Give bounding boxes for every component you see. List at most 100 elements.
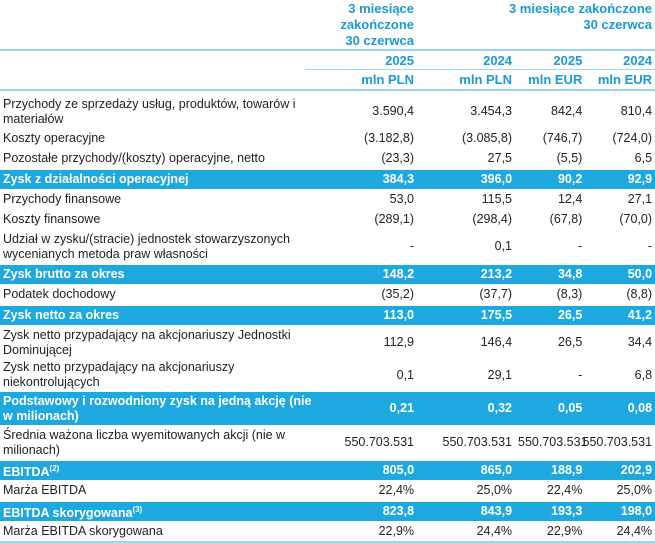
value-cell: -: [647, 239, 653, 253]
value-cell: 113,0: [319, 304, 418, 326]
value-cell: 24,4%: [616, 524, 653, 539]
value-cell: 0,1: [417, 229, 516, 265]
period-header-eur: 3 miesiące zakończone 30 czerwca: [417, 0, 655, 51]
value-cell: (724,0): [612, 131, 653, 145]
year-header-row: 2025 2024 2025 2024: [0, 50, 655, 70]
unit-header: mln EUR mln EUR: [515, 69, 655, 91]
value-cell: 550.703.531: [319, 425, 418, 461]
value-cell: 115,5: [417, 189, 516, 210]
value-cell-eur: 0,05 0,08: [515, 390, 655, 426]
row-label: Zysk netto przypadający na akcjonariuszy…: [0, 325, 319, 360]
footnote-marker: (3): [132, 505, 143, 515]
value-cell: (35,2): [319, 284, 418, 306]
value-cell: -: [319, 229, 418, 265]
value-cell: 550.703.531: [417, 425, 516, 461]
row-label-text: Udział w zysku/(stracie) jednostek stowa…: [3, 231, 290, 261]
table-row: Marża EBITDA skorygowana 22,9% 24,4% 22,9% 2…: [0, 521, 655, 543]
row-label-text: Przychody ze sprzedaży usług, produktów,…: [3, 96, 296, 126]
unit-header-row: mln PLN mln PLN mln EUR mln EUR: [0, 69, 655, 91]
value-cell-eur: 22,9% 24,4%: [515, 521, 655, 543]
row-label-text: Zysk brutto za okres: [3, 267, 125, 281]
row-label-text: Średnia ważona liczba wyemitowanych akcj…: [3, 427, 286, 457]
table-row-highlight: Zysk brutto za okres 148,2 213,2 34,8 50,0: [0, 263, 655, 285]
value-cell: 384,3: [319, 168, 418, 190]
row-label-text: Zysk netto za okres: [3, 308, 120, 322]
value-cell: 27,1: [627, 192, 653, 206]
value-cell-eur: - 6,8: [515, 359, 655, 392]
value-cell-eur: 550.703.531 550.703.531: [515, 425, 655, 461]
value-cell-eur: (5,5) 6,5: [515, 148, 655, 170]
row-label: Zysk z działalności operacyjnej: [0, 168, 319, 190]
table-row: Podatek dochodowy (35,2) (37,7) (8,3) (8,8): [0, 284, 655, 306]
value-cell: 22,4%: [546, 483, 583, 498]
row-label-text: Podstawowy i rozwodniony zysk na jedną a…: [3, 393, 312, 423]
value-cell: 396,0: [417, 168, 516, 190]
row-label-text: Pozostałe przychody/(koszty) operacyjne,…: [3, 151, 265, 165]
value-cell-eur: 22,4% 25,0%: [515, 480, 655, 502]
value-cell: 3.454,3: [417, 90, 516, 129]
value-cell: 24,4%: [417, 521, 516, 543]
value-cell: (3.085,8): [417, 128, 516, 149]
row-label: Marża EBITDA skorygowana: [0, 521, 319, 543]
table-row: Koszty finansowe (289,1) (298,4) (67,8) (70,…: [0, 209, 655, 230]
value-cell: (8,8): [626, 287, 653, 301]
value-cell-eur: 90,2 92,9: [515, 168, 655, 190]
table-row: Koszty operacyjne (3.182,8) (3.085,8) (746,…: [0, 128, 655, 149]
value-cell: (3.182,8): [319, 128, 418, 149]
row-label: Pozostałe przychody/(koszty) operacyjne,…: [0, 148, 319, 170]
year-header: 2025: [305, 50, 418, 70]
value-cell: 0,21: [319, 390, 418, 426]
table-row-highlight: Podstawowy i rozwodniony zysk na jedną a…: [0, 390, 655, 426]
empty-cell: [0, 50, 305, 70]
value-cell: (37,7): [417, 284, 516, 306]
value-cell: 92,9: [627, 172, 653, 186]
value-cell-eur: (746,7) (724,0): [515, 128, 655, 149]
table-row-highlight: Zysk netto za okres 113,0 175,5 26,5 41,2: [0, 304, 655, 326]
footnote-marker: (2): [49, 464, 60, 473]
value-cell-eur: (67,8) (70,0): [515, 209, 655, 230]
value-cell: 12,4: [557, 192, 583, 206]
value-cell: (5,5): [556, 151, 583, 165]
value-cell: 22,9%: [546, 524, 583, 539]
row-label-text: Podatek dochodowy: [3, 287, 116, 301]
value-cell: 865,0: [417, 459, 516, 482]
table-row-highlight: EBITDA skorygowana(3) 823,8 843,9 193,3 198,…: [0, 500, 655, 523]
value-cell: 198,0: [620, 504, 653, 519]
row-label: Przychody finansowe: [0, 189, 319, 210]
row-label-text: EBITDA: [3, 465, 50, 480]
period-header-pln: 3 miesiące zakończone 30 czerwca: [305, 0, 418, 51]
table-row: Zysk netto przypadający na akcjonariuszy…: [0, 325, 655, 360]
empty-cell: [0, 0, 305, 51]
value-cell: 843,9: [417, 500, 516, 523]
row-label: Średnia ważona liczba wyemitowanych akcj…: [0, 425, 319, 461]
table-row: Przychody ze sprzedaży usług, produktów,…: [0, 90, 655, 129]
value-cell: 0,1: [319, 359, 418, 392]
value-cell: 50,0: [627, 267, 653, 281]
value-cell-eur: 188,9 202,9: [515, 459, 655, 482]
table-row: Przychody finansowe 53,0 115,5 12,4 27,1: [0, 189, 655, 210]
row-label: Koszty operacyjne: [0, 128, 319, 149]
value-cell: 26,5: [557, 308, 583, 322]
value-cell-eur: 26,5 34,4: [515, 325, 655, 360]
value-cell: (70,0): [619, 212, 653, 226]
value-cell: 213,2: [417, 263, 516, 285]
value-cell: 193,3: [551, 504, 583, 519]
value-cell: 823,8: [319, 500, 418, 523]
row-label: Zysk brutto za okres: [0, 263, 319, 285]
value-cell-eur: --: [515, 229, 655, 265]
value-cell: 41,2: [627, 308, 653, 322]
value-cell: (67,8): [549, 212, 583, 226]
value-cell: 25,0%: [616, 483, 653, 498]
value-cell: -: [578, 239, 583, 253]
table-row: Marża EBITDA 22,4% 25,0% 22,4% 25,0%: [0, 480, 655, 502]
value-cell-eur: 34,8 50,0: [515, 263, 655, 285]
year-header: 2024: [417, 50, 516, 70]
row-label: EBITDA skorygowana(3): [0, 500, 319, 523]
value-cell: 805,0: [319, 459, 418, 482]
row-label-text: Koszty operacyjne: [3, 131, 106, 145]
table-row: Średnia ważona liczba wyemitowanych akcj…: [0, 425, 655, 461]
table-row-highlight: EBITDA(2) 805,0 865,0 188,9 202,9: [0, 459, 655, 482]
value-cell: 53,0: [319, 189, 418, 210]
row-label: Koszty finansowe: [0, 209, 319, 230]
